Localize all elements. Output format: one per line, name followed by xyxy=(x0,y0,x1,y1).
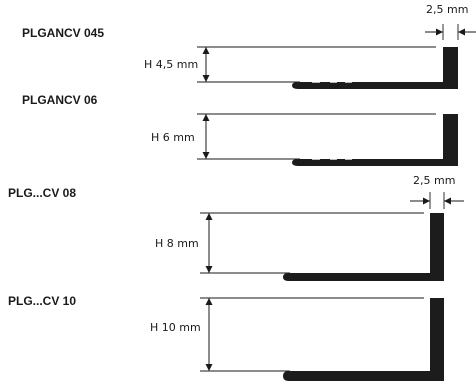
height-label-045: H 4,5 mm xyxy=(144,58,198,71)
profile-code-045: PLGANCV 045 xyxy=(22,26,104,40)
height-label-08: H 8 mm xyxy=(155,237,199,250)
height-label-10: H 10 mm xyxy=(150,321,201,334)
profile-code-10: PLG...CV 10 xyxy=(8,294,76,308)
profile-group-10: PLG...CV 10 H 10 mm xyxy=(8,294,444,381)
profile-group-06: PLGANCV 06 H 6 mm xyxy=(22,93,458,166)
profile-code-06: PLGANCV 06 xyxy=(22,93,98,107)
thickness-label-08: 2,5 mm xyxy=(413,174,455,187)
profile-code-08: PLG...CV 08 xyxy=(8,186,76,200)
profile-group-045: PLGANCV 045 2,5 mm H 4,5 mm xyxy=(22,3,476,89)
thickness-label-045: 2,5 mm xyxy=(426,3,468,16)
profile-shape-045 xyxy=(292,47,458,89)
profile-shape-08 xyxy=(283,213,444,281)
profile-group-08: PLG...CV 08 2,5 mm H 8 mm xyxy=(8,174,464,281)
profile-shape-06 xyxy=(292,114,458,166)
height-label-06: H 6 mm xyxy=(151,131,195,144)
profile-shape-10 xyxy=(283,298,444,381)
